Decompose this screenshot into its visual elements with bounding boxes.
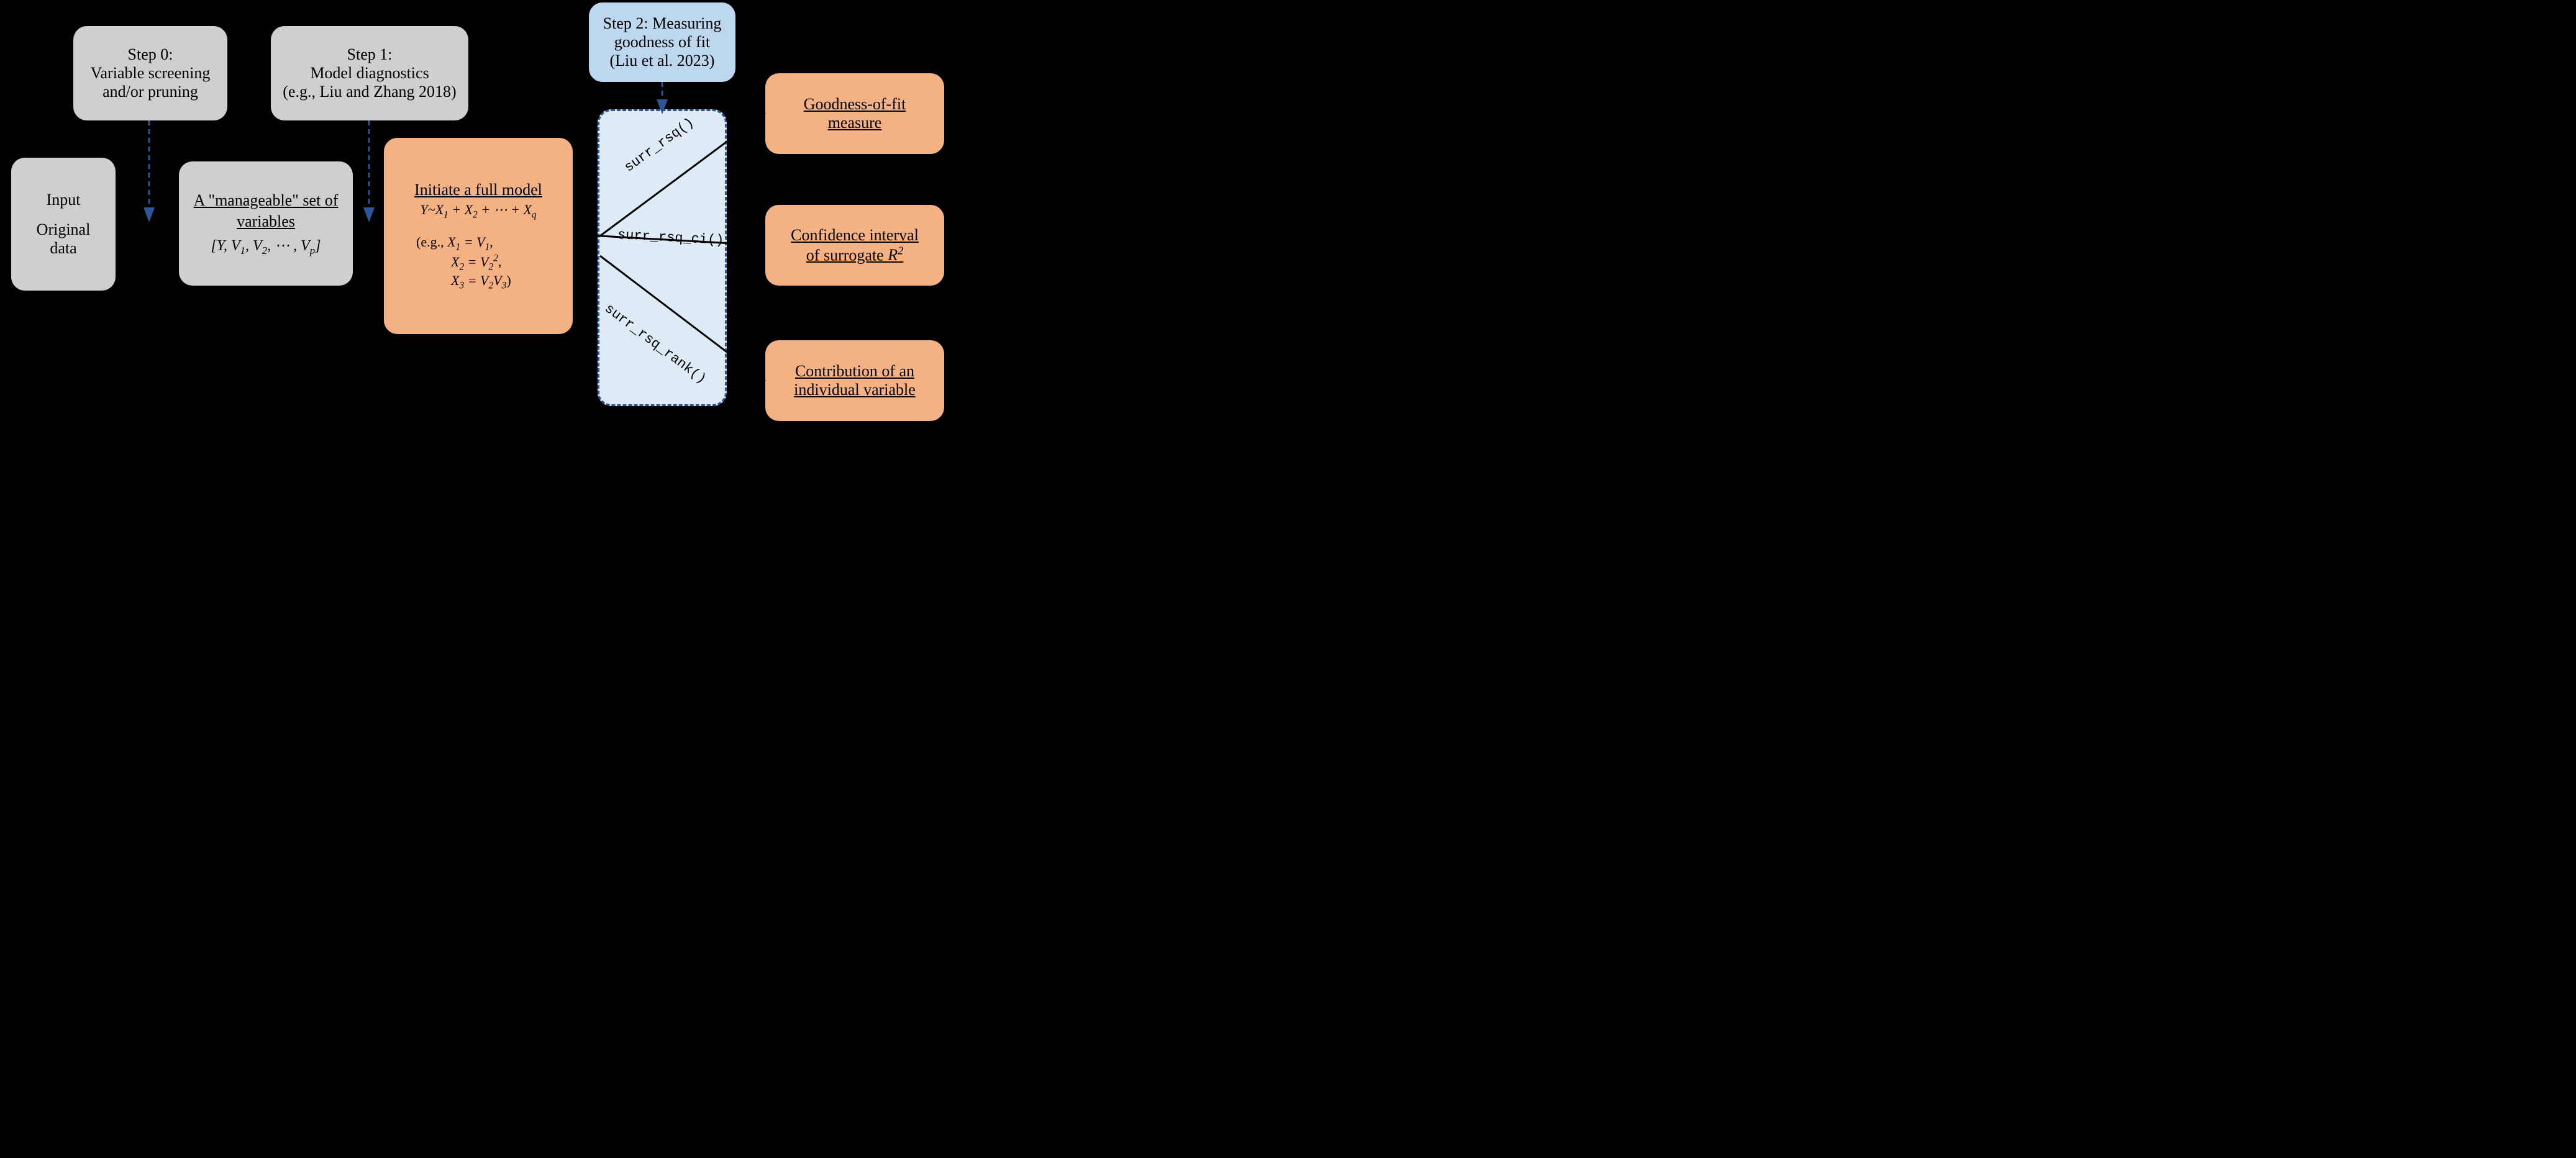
full-model-box: Initiate a full model Y~X1 + X2 + ⋯ + Xq… [384, 138, 573, 334]
gof-line1: Goodness-of-fit [804, 95, 906, 114]
input-line3: data [50, 239, 76, 258]
manageable-set-box: A "manageable" set of variables [Y, V1, … [179, 161, 353, 286]
full-model-title: Initiate a full model [414, 181, 542, 199]
step1-line3: (e.g., Liu and Zhang 2018) [283, 83, 456, 101]
full-model-examples: (e.g., X1 = V1, X2 = V22, X3 = V2V3) [391, 234, 565, 292]
ci-line1: Confidence interval [791, 226, 919, 245]
full-model-eq: Y~X1 + X2 + ⋯ + Xq [420, 202, 536, 220]
step0-line3: and/or pruning [102, 83, 198, 101]
input-line2: Original [37, 220, 91, 239]
step1-line1: Step 1: [347, 45, 393, 64]
step2-line2: goodness of fit [614, 33, 711, 52]
manageable-math: [Y, V1, V2, ⋯ , Vp] [211, 237, 321, 257]
step1-box: Step 1: Model diagnostics (e.g., Liu and… [271, 26, 468, 120]
step0-line2: Variable screening [91, 64, 211, 83]
arrow-step1 [357, 120, 381, 225]
functions-hub [598, 109, 727, 406]
output-ci-box: Confidence interval of surrogate R2 [765, 205, 944, 286]
input-box: Input Original data [11, 158, 116, 291]
contrib-line1: Contribution of an [795, 362, 914, 381]
step2-line3: (Liu et al. 2023) [610, 52, 715, 70]
step0-box: Step 0: Variable screening and/or prunin… [73, 26, 227, 120]
ci-line2: of surrogate R2 [806, 245, 903, 265]
contrib-line2: individual variable [794, 381, 916, 399]
arrow-step2 [650, 82, 675, 117]
arrow-step0 [137, 120, 162, 225]
manageable-title: A "manageable" set of variables [186, 190, 345, 232]
input-title: Input [47, 191, 81, 209]
step0-line1: Step 0: [128, 45, 173, 64]
output-contrib-box: Contribution of an individual variable [765, 340, 944, 421]
step2-box: Step 2: Measuring goodness of fit (Liu e… [589, 2, 735, 82]
step2-line1: Step 2: Measuring [603, 14, 722, 33]
step1-line2: Model diagnostics [310, 64, 429, 83]
gof-line2: measure [828, 114, 882, 132]
output-gof-box: Goodness-of-fit measure [765, 73, 944, 154]
